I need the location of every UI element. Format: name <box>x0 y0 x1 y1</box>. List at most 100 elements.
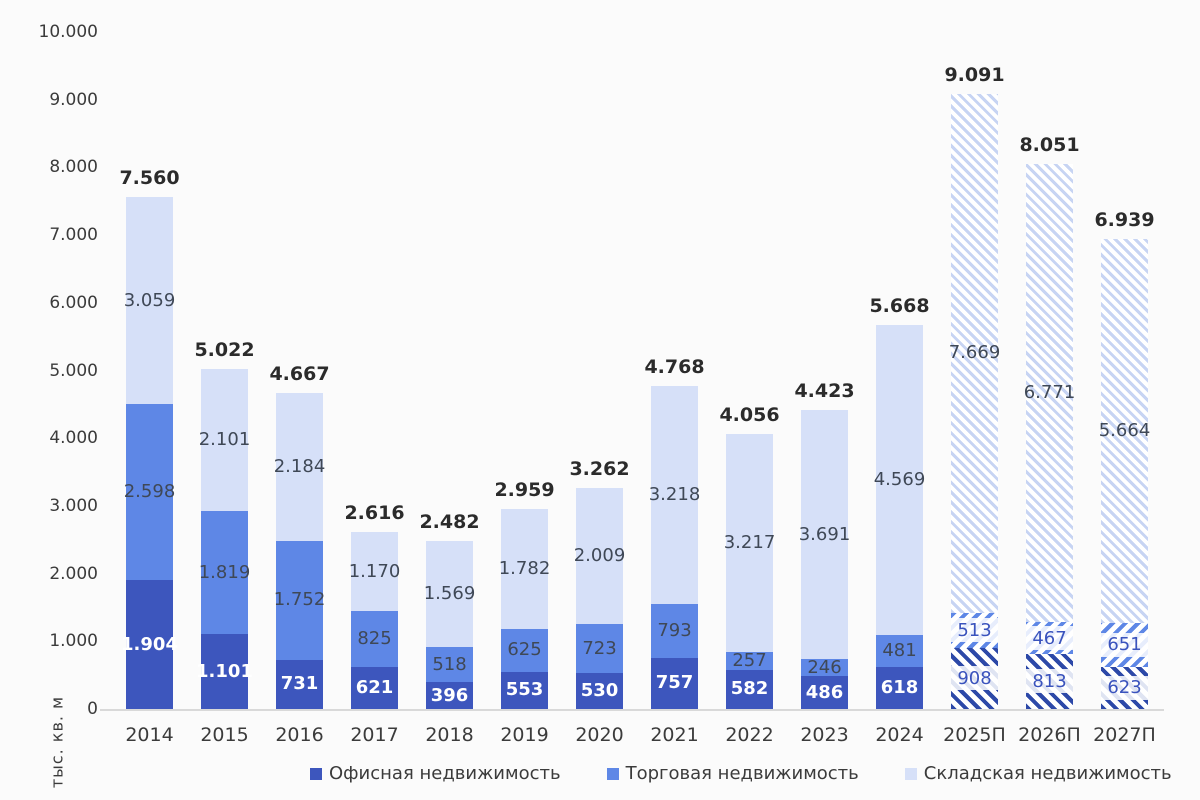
bar-segment-office-2026П: 813 <box>1026 653 1073 709</box>
bar-segment-retail-2014: 2.598 <box>124 404 175 581</box>
legend-item-retail: Торговая недвижимость <box>606 763 859 784</box>
segment-value-label: 651 <box>1101 632 1148 657</box>
bar-segment-warehouse-2026П: 6.771 <box>1024 163 1075 623</box>
x-axis-line <box>100 709 1164 711</box>
total-label-2025П: 9.091 <box>944 63 1005 86</box>
total-label-2026П: 8.051 <box>1019 133 1080 156</box>
segment-value-label: 3.059 <box>123 289 176 311</box>
bar-segment-office-2024: 618 <box>876 667 923 709</box>
bar-column-2021: 757 793 3.218 4.768 <box>637 32 712 709</box>
segment-value-label: 481 <box>882 639 917 661</box>
legend-swatch-office <box>310 767 322 780</box>
total-label-2019: 2.959 <box>494 478 555 501</box>
bar-segment-office-2027П: 623 <box>1101 666 1148 709</box>
total-label-2017: 2.616 <box>344 501 405 524</box>
legend-swatch-warehouse <box>904 767 917 780</box>
bar-segment-office-2022: 582 <box>726 669 773 709</box>
segment-value-label: 4.569 <box>873 468 926 490</box>
bar-segment-retail-2016: 1.752 <box>273 540 326 660</box>
y-axis-title: тыс. кв. м <box>47 695 67 789</box>
segment-value-label: 513 <box>951 618 998 643</box>
bar-segment-warehouse-2021: 3.218 <box>648 386 701 605</box>
bar-column-2023: 486 246 3.691 4.423 <box>787 32 862 709</box>
bar-segment-warehouse-2016: 2.184 <box>273 393 326 541</box>
bar-segment-office-2023: 486 <box>801 676 848 709</box>
bar-column-2022: 582 257 3.217 4.056 <box>712 32 787 709</box>
x-axis: 2014 2015 2016 2017 2018 2019 2020 2021 2022 2023… <box>112 724 1162 746</box>
y-tick-5.000: 5.000 <box>49 360 98 381</box>
segment-value-label: 625 <box>507 639 542 661</box>
legend: Офисная недвижимость Торговая недвижимост… <box>310 763 1172 784</box>
x-tick-2017: 2017 <box>350 724 399 746</box>
segment-value-label: 1.819 <box>198 561 251 583</box>
bar-segment-retail-2025П: 513 <box>951 612 998 648</box>
segment-value-label: 257 <box>732 649 767 671</box>
y-tick-1.000: 1.000 <box>49 631 98 652</box>
x-tick-2020: 2020 <box>575 724 624 746</box>
segment-value-label: 908 <box>951 666 998 691</box>
bar-segment-retail-2023: 246 <box>801 656 848 678</box>
x-tick-2015: 2015 <box>200 724 249 746</box>
bar-segment-warehouse-2019: 1.782 <box>498 508 551 630</box>
bar-segment-office-2019: 553 <box>501 671 548 709</box>
bar-segment-retail-2027П: 651 <box>1101 622 1148 667</box>
bar-segment-warehouse-2025П: 7.669 <box>948 93 1001 613</box>
total-label-2016: 4.667 <box>269 363 330 386</box>
bar-column-2026П: 813 467 6.771 8.051 <box>1012 32 1087 709</box>
segment-value-label: 396 <box>430 684 469 706</box>
segment-value-label: 1.904 <box>121 633 178 655</box>
segment-value-label: 467 <box>1026 626 1073 651</box>
segment-value-label: 2.184 <box>273 455 326 477</box>
legend-label-retail: Торговая недвижимость <box>625 763 859 784</box>
y-tick-4.000: 4.000 <box>49 428 98 449</box>
legend-item-office: Офисная недвижимость <box>310 763 561 784</box>
bar-column-2027П: 623 651 5.664 6.939 <box>1087 32 1162 709</box>
segment-value-label: 813 <box>1026 669 1073 694</box>
plot-area: 1.904 2.598 3.059 7.560 1.101 1.819 2.101 5.022… <box>112 32 1162 709</box>
bar-column-2020: 530 723 2.009 3.262 <box>562 32 637 709</box>
x-tick-2014: 2014 <box>125 724 174 746</box>
segment-value-label: 623 <box>1101 675 1148 700</box>
x-tick-2019: 2019 <box>500 724 549 746</box>
segment-value-label: 486 <box>805 681 844 703</box>
segment-value-label: 7.669 <box>948 342 1001 364</box>
bar-segment-warehouse-2017: 1.170 <box>349 531 400 612</box>
x-tick-2016: 2016 <box>275 724 324 746</box>
bar-column-2018: 396 518 1.569 2.482 <box>412 32 487 709</box>
legend-swatch-retail <box>606 767 619 780</box>
segment-value-label: 2.101 <box>198 429 251 451</box>
segment-value-label: 246 <box>807 656 842 678</box>
bar-column-2024: 618 481 4.569 5.668 <box>862 32 937 709</box>
y-tick-3.000: 3.000 <box>49 495 98 516</box>
bar-segment-retail-2024: 481 <box>876 634 923 668</box>
x-tick-2023: 2023 <box>800 724 849 746</box>
y-tick-10.000: 10.000 <box>38 22 98 42</box>
bar-segment-warehouse-2014: 3.059 <box>123 197 176 405</box>
x-tick-2024: 2024 <box>875 724 924 746</box>
bar-column-2017: 621 825 1.170 2.616 <box>337 32 412 709</box>
total-label-2020: 3.262 <box>569 458 630 481</box>
bar-segment-office-2018: 396 <box>426 682 473 709</box>
segment-value-label: 1.782 <box>498 557 551 579</box>
segment-value-label: 3.217 <box>723 532 776 554</box>
bar-segment-retail-2019: 625 <box>501 629 548 672</box>
x-tick-2018: 2018 <box>425 724 474 746</box>
y-tick-9.000: 9.000 <box>49 89 98 110</box>
segment-value-label: 3.218 <box>648 484 701 506</box>
bar-segment-office-2025П: 908 <box>951 647 998 709</box>
x-tick-2022: 2022 <box>725 724 774 746</box>
segment-value-label: 1.101 <box>196 660 253 682</box>
bar-segment-warehouse-2023: 3.691 <box>799 409 850 660</box>
bar-segment-office-2015: 1.101 <box>196 634 253 709</box>
bar-column-2014: 1.904 2.598 3.059 7.560 <box>112 32 187 709</box>
bar-segment-retail-2015: 1.819 <box>198 511 251 635</box>
segment-value-label: 793 <box>657 619 692 641</box>
bar-segment-office-2021: 757 <box>651 657 698 709</box>
bar-segment-warehouse-2020: 2.009 <box>573 488 626 625</box>
bar-segment-office-2014: 1.904 <box>121 580 178 709</box>
bar-segment-office-2017: 621 <box>351 666 398 709</box>
segment-value-label: 1.752 <box>273 589 326 611</box>
x-tick-2026П: 2026П <box>1018 724 1081 746</box>
bar-segment-retail-2026П: 467 <box>1026 622 1073 654</box>
segment-value-label: 2.009 <box>573 545 626 567</box>
